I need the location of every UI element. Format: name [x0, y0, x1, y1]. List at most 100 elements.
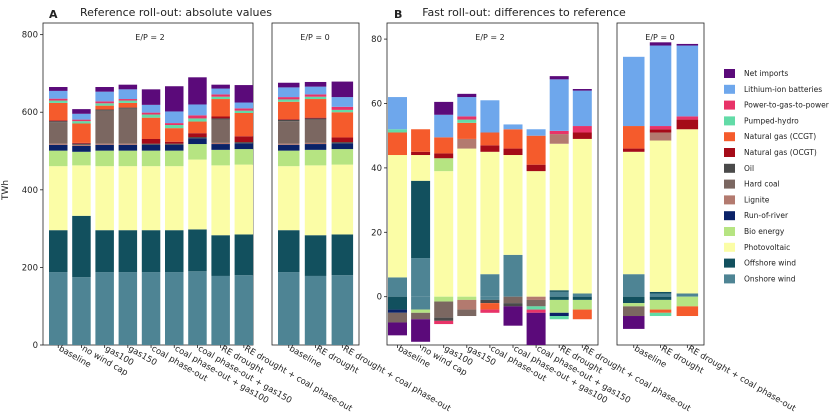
- bar-re-drought-lithium-ion-batteries: [211, 88, 230, 95]
- y-axis-label: TWh: [1, 180, 11, 201]
- bar-baseline-offshore-wind: [49, 230, 68, 273]
- bar-gas100-net-imports: [95, 87, 114, 92]
- bar-no-wind-cap-lithium-ion-batteries: [72, 113, 91, 120]
- legend-swatch-lignite: [724, 195, 735, 205]
- bar-re-drought-bio-energy: [304, 149, 327, 166]
- bar-re-drought-pumped-hydro-negative: [649, 312, 672, 317]
- bar-gas150-net-imports: [118, 84, 138, 90]
- bar-no-wind-cap-bio-energy-negative: [411, 309, 431, 313]
- bar-gas100-pumped-hydro: [95, 103, 114, 106]
- bar-coal-phase-out-gas100-net-imports-negative: [503, 306, 523, 326]
- panel-b-frame-e2: [386, 22, 599, 346]
- bar-coal-phase-out-natural-gas-ccgt: [141, 117, 161, 139]
- bar-coal-phase-out-natural-gas-ccgt-negative: [480, 303, 500, 310]
- legend-label-lithium-ion-batteries: Lithium-ion batteries: [744, 85, 822, 94]
- legend-swatch-natural-gas-ccgt: [724, 132, 735, 142]
- bar-re-drought-coal-phase-out-net-imports: [331, 81, 354, 98]
- bar-baseline-hard-coal-negative: [388, 312, 407, 323]
- legend-swatch-natural-gas-ocgt: [724, 148, 735, 157]
- bar-re-drought-coal-phase-out-net-imports: [676, 43, 699, 46]
- bar-coal-phase-out-gas100-lithium-ion-batteries: [503, 124, 523, 130]
- bar-no-wind-cap-net-imports: [72, 109, 91, 114]
- legend-label-net-imports: Net imports: [744, 69, 788, 78]
- bar-re-drought-coal-phase-out-pumped-hydro: [234, 110, 254, 114]
- panel-b-y-axis: 0 20 40 60 80: [371, 35, 387, 303]
- panel-b-letter: B: [394, 8, 402, 21]
- bar-baseline-lithium-ion-batteries: [49, 90, 68, 99]
- bar-no-wind-cap-run-of-river: [72, 145, 91, 152]
- bar-re-drought-coal-phase-out-photovoltaic: [234, 164, 254, 235]
- bar-re-drought-bio-energy-negative: [549, 299, 569, 313]
- bar-baseline-net-imports: [49, 87, 68, 91]
- bar-baseline-onshore-wind: [278, 272, 300, 345]
- bar-no-wind-cap-net-imports-negative: [411, 319, 431, 342]
- panel-b-ep0-label: E/P = 0: [645, 33, 674, 42]
- bar-gas100-natural-gas-ocgt: [434, 153, 454, 159]
- bar-baseline-natural-gas-ocgt: [623, 148, 645, 152]
- panel-a-y-axis: 0 200 400 600 800: [22, 31, 43, 351]
- bar-baseline-natural-gas-ocgt: [278, 119, 300, 120]
- bar-coal-phase-out-gas100-lithium-ion-batteries: [165, 111, 184, 124]
- bar-baseline-hard-coal-negative: [623, 306, 645, 317]
- bar-coal-phase-out-gas100-oil: [165, 143, 184, 145]
- bar-gas100-lithium-ion-batteries: [434, 114, 454, 138]
- legend-swatch-photovoltaic: [724, 242, 735, 252]
- bar-baseline-run-of-river-negative: [388, 309, 407, 313]
- bar-gas150-net-imports: [457, 93, 477, 98]
- legend-label-lignite: Lignite: [744, 195, 770, 204]
- bar-re-drought-natural-gas-ccgt: [304, 99, 327, 118]
- bar-re-drought-natural-gas-ocgt: [211, 116, 230, 119]
- bar-re-drought-coal-phase-out-natural-gas-ocgt: [234, 136, 254, 143]
- legend-swatch-hard-coal: [724, 179, 735, 189]
- bar-re-drought-pumped-hydro-negative: [549, 316, 569, 320]
- bar-gas150-run-of-river: [118, 144, 138, 151]
- legend-label-power-to-gas-to-power: Power-to-gas-to-power: [744, 101, 830, 110]
- bar-re-drought-bio-energy: [211, 149, 230, 166]
- bar-re-drought-coal-phase-out-onshore-wind: [331, 275, 354, 345]
- bar-gas100-onshore-wind: [95, 272, 114, 345]
- bar-baseline-lithium-ion-batteries: [278, 87, 300, 98]
- bar-re-drought-natural-gas-ccgt-negative: [649, 309, 672, 313]
- bar-coal-phase-out-gas150-run-of-river: [188, 138, 207, 145]
- bar-no-wind-cap-onshore-wind-negative: [411, 296, 431, 310]
- bar-re-drought-run-of-river-negative: [549, 312, 569, 317]
- panel-a-ep2-bars: [49, 77, 254, 345]
- bar-coal-phase-out-gas150-oil: [188, 137, 207, 139]
- bar-re-drought-power-to-gas-to-power: [549, 130, 569, 135]
- bar-re-drought-coal-phase-out-lithium-ion-batteries: [676, 45, 699, 117]
- bar-coal-phase-out-gas100-photovoltaic: [503, 155, 523, 255]
- bar-baseline-run-of-river: [278, 144, 300, 151]
- bar-re-drought-offshore-wind-negative: [549, 296, 569, 300]
- bar-re-drought-coal-phase-out-power-to-gas-to-power: [331, 106, 354, 110]
- bar-re-drought-coal-phase-out-bio-energy-negative: [572, 299, 592, 310]
- bar-re-drought-coal-phase-out-bio-energy-negative: [676, 296, 699, 307]
- bar-re-drought-net-imports: [211, 84, 230, 89]
- panel-a-title: Reference roll-out: absolute values: [80, 6, 272, 19]
- bar-coal-phase-out-offshore-wind: [141, 230, 161, 273]
- bar-gas150-oil: [118, 107, 138, 109]
- bar-gas150-pumped-hydro: [118, 100, 138, 103]
- bar-re-drought-coal-phase-out-net-imports: [234, 85, 254, 103]
- bar-re-drought-coal-phase-out-lithium-ion-batteries: [572, 90, 592, 127]
- bar-baseline-offshore-wind-negative: [623, 296, 645, 304]
- y-tick-label: 0: [33, 341, 38, 351]
- bar-gas100-offshore-wind: [95, 230, 114, 273]
- legend-label-natural-gas-ccgt: Natural gas (CCGT): [744, 132, 816, 141]
- bar-baseline-onshore-wind: [49, 272, 68, 345]
- bar-gas100-photovoltaic: [434, 171, 454, 297]
- bar-re-drought-offshore-wind: [549, 290, 569, 292]
- bar-re-drought-coal-phase-out-run-of-river: [331, 143, 354, 150]
- bar-re-drought-power-to-gas-to-power: [649, 126, 672, 130]
- panel-a-ep0-label: E/P = 0: [300, 33, 329, 42]
- panel-a-letter: A: [49, 8, 58, 21]
- y-tick-label: 20: [371, 228, 382, 238]
- bar-gas100-power-to-gas-to-power-negative: [434, 320, 454, 325]
- bar-gas100-photovoltaic: [95, 166, 114, 231]
- bar-coal-phase-out-gas150-natural-gas-ccgt: [188, 121, 207, 134]
- bar-gas100-power-to-gas-to-power: [95, 101, 114, 104]
- legend-swatch-offshore-wind: [724, 258, 735, 268]
- bar-re-drought-run-of-river: [304, 144, 327, 150]
- y-tick-label: 800: [22, 31, 38, 41]
- bar-baseline-photovoltaic: [623, 151, 645, 275]
- bar-gas100-oil: [95, 109, 114, 111]
